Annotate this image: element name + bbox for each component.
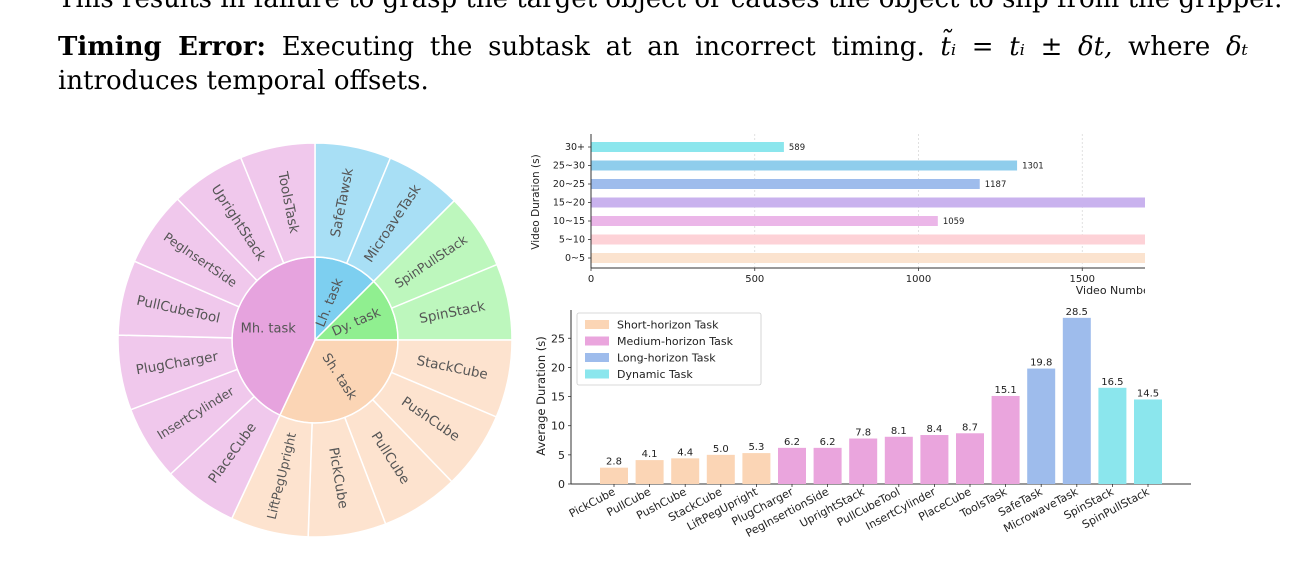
legend-swatch-short — [585, 320, 609, 329]
avg-ytick-label: 25 — [551, 332, 565, 345]
avg-ytick-label: 0 — [558, 478, 565, 491]
legend-swatch-long — [585, 353, 609, 362]
duration-xtick-label: 500 — [745, 274, 764, 285]
avg-value-label: 8.4 — [926, 424, 942, 435]
duration-x-axis-title: Video Number — [1076, 284, 1145, 297]
duration-value-label: 1187 — [985, 180, 1007, 190]
avg-bar-toolstask — [991, 395, 1020, 484]
duration-bar-15-20 — [591, 197, 1145, 208]
timing-error-text-2: where — [1128, 32, 1211, 62]
avg-bar-spinstack — [1098, 387, 1127, 484]
avg-value-label: 16.5 — [1101, 377, 1123, 388]
duration-y-axis-title: Video Duration (s) — [530, 154, 542, 249]
timing-formula: t̃ᵢ = tᵢ ± δt, — [940, 32, 1113, 62]
duration-bar-20-25 — [591, 179, 980, 189]
avg-bar-safetask — [1027, 368, 1056, 484]
duration-tick-label: 10~15 — [553, 216, 585, 227]
duration-bar-25-30 — [591, 160, 1018, 171]
avg-ytick-label: 5 — [558, 449, 565, 462]
duration-bar-5-10 — [591, 234, 1145, 245]
avg-value-label: 5.0 — [713, 444, 729, 455]
avg-bar-stackcube — [706, 454, 735, 484]
avg-bar-pullcube — [635, 460, 664, 484]
duration-value-label: 1059 — [943, 217, 965, 227]
legend-swatch-medium — [585, 336, 609, 346]
duration-tick-label: 20~25 — [553, 179, 585, 190]
avg-value-label: 19.8 — [1030, 358, 1052, 369]
avg-bar-pickcube — [600, 467, 628, 484]
avg-ytick-label: 20 — [551, 361, 565, 374]
avg-ytick-label: 15 — [551, 391, 565, 404]
duration-tick-label: 0~5 — [565, 253, 585, 264]
avg-value-label: 28.5 — [1066, 307, 1088, 318]
legend-label-medium: Medium-horizon Task — [617, 335, 734, 348]
duration-bar-30 — [591, 142, 784, 152]
avg-legend: Short-horizon Task Medium-horizon Task Lon… — [576, 312, 762, 386]
duration-xtick-label: 0 — [588, 274, 594, 285]
timing-error-text-3: introduces temporal offsets. — [58, 66, 429, 96]
avg-value-label: 4.1 — [642, 449, 658, 460]
cut-off-paragraph: This results in failure to grasp the tar… — [58, 0, 1282, 14]
duration-tick-label: 30+ — [565, 142, 585, 153]
avg-value-label: 4.4 — [677, 447, 693, 458]
legend-swatch-dynamic — [585, 369, 609, 379]
delta-symbol: δₜ — [1225, 32, 1249, 62]
avg-value-label: 14.5 — [1137, 388, 1159, 399]
timing-error-label: Timing Error: — [58, 32, 267, 62]
avg-bar-liftpegupright — [742, 453, 771, 484]
avg-value-label: 6.2 — [820, 437, 836, 448]
avg-bar-plugcharger — [778, 447, 806, 484]
task-sunburst-chart: SafeTawsk MicroaveTaskSpinPullStackSpinSt… — [117, 142, 513, 538]
avg-value-label: 5.3 — [748, 442, 764, 453]
timing-error-paragraph: Timing Error: Executing the subtask at a… — [58, 30, 1248, 98]
duration-xtick-label: 1000 — [906, 274, 931, 285]
duration-bar-0-5 — [591, 253, 1145, 263]
duration-value-label: 589 — [789, 143, 805, 153]
avg-bar-pullcubetool — [884, 436, 913, 484]
duration-tick-label: 15~20 — [553, 198, 585, 209]
avg-value-label: 15.1 — [994, 385, 1016, 396]
avg-bar-peginsertionside — [813, 447, 842, 484]
duration-bar-10-15 — [591, 216, 938, 226]
legend-label-long: Long-horizon Task — [617, 352, 716, 365]
avg-value-label: 8.1 — [891, 426, 907, 437]
duration-tick-label: 25~30 — [553, 161, 585, 172]
timing-error-text-1: Executing the subtask at an incorrect ti… — [281, 32, 925, 62]
avg-bar-insertcylinder — [920, 435, 949, 484]
avg-value-label: 2.8 — [606, 457, 622, 468]
duration-tick-label: 5~10 — [559, 235, 585, 246]
duration-value-label: 1301 — [1022, 162, 1044, 172]
legend-label-dynamic: Dynamic Task — [617, 368, 693, 381]
sunburst-outer-toolstask — [239, 142, 316, 265]
avg-value-label: 7.8 — [855, 428, 871, 439]
avg-bar-uprightstack — [849, 438, 878, 484]
avg-value-label: 6.2 — [784, 437, 800, 448]
sunburst-inner-label-mh-task: Mh. task — [241, 322, 297, 337]
avg-ytick-label: 10 — [551, 420, 565, 433]
avg-value-label: 8.7 — [962, 422, 978, 433]
avg-bar-pushcube — [671, 458, 700, 484]
legend-frame — [576, 312, 762, 386]
legend-label-short: Short-horizon Task — [617, 319, 719, 332]
duration-xtick-label: 1500 — [1070, 274, 1095, 285]
avg-bar-placecube — [956, 433, 984, 484]
avg-bar-spinpullstack — [1134, 399, 1162, 484]
avg-bar-microwavetask — [1062, 317, 1091, 484]
avg-y-axis-title: Average Duration (s) — [534, 336, 548, 455]
video-duration-chart: 19700~533095~10105910~15190915~20118720~… — [530, 134, 1145, 297]
